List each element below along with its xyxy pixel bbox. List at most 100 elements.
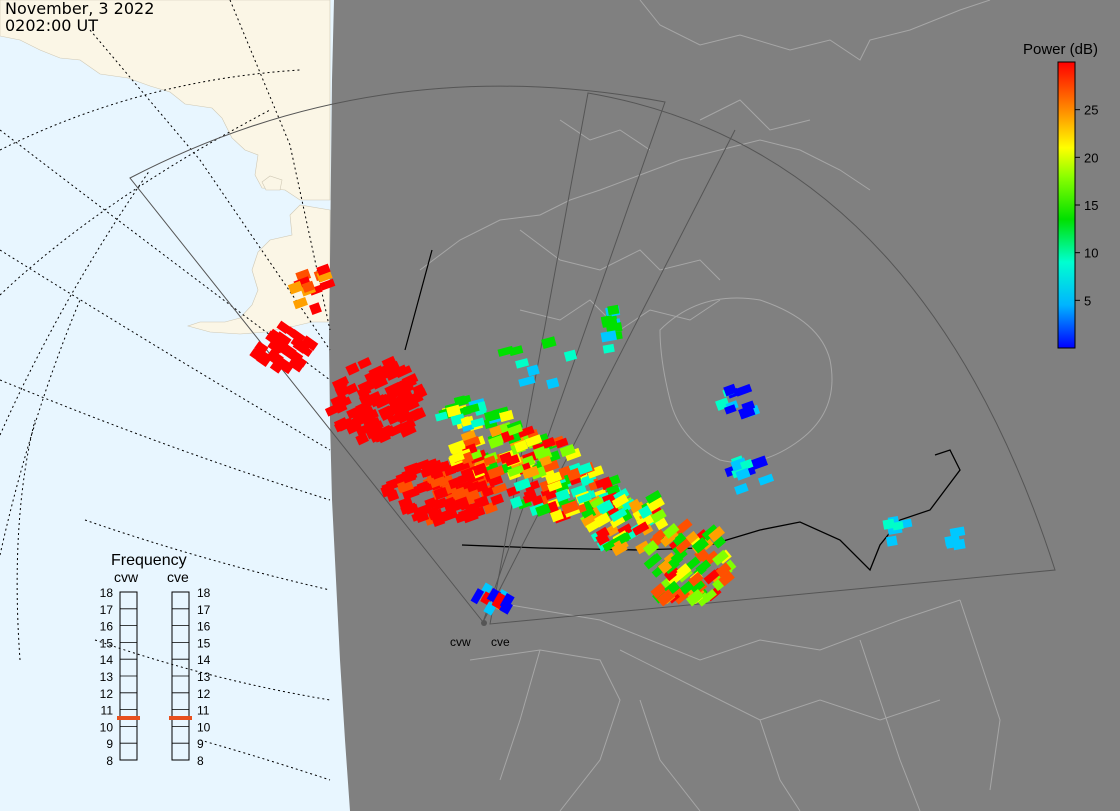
scatter-cell	[287, 280, 304, 295]
scatter-cell	[594, 476, 612, 489]
scatter-cell	[555, 488, 571, 502]
scatter-cell	[741, 400, 756, 412]
scatter-cell	[515, 358, 530, 369]
scatter-cell	[676, 563, 692, 578]
scatter-cell	[539, 455, 552, 467]
scatter-cell	[424, 496, 440, 510]
scatter-cell	[597, 499, 615, 515]
scatter-cell	[267, 349, 284, 364]
colorbar-tick-label: 25	[1084, 103, 1098, 118]
scatter-cell	[518, 375, 536, 387]
scatter-cell	[547, 450, 561, 462]
scatter-cell	[355, 423, 372, 437]
scatter-cell	[654, 516, 669, 531]
colorbar-tick-label: 20	[1084, 150, 1098, 165]
scatter-cell	[381, 355, 397, 369]
scatter-cell	[440, 508, 459, 523]
scatter-cell	[581, 507, 597, 521]
scatter-cell	[952, 538, 966, 551]
scatter-cell	[460, 451, 474, 465]
scatter-cell	[404, 408, 422, 423]
scatter-cell	[600, 330, 617, 343]
scatter-cell	[499, 409, 514, 423]
scatter-cell	[401, 470, 417, 484]
scatter-cell	[649, 508, 667, 524]
scatter-cell	[448, 440, 466, 454]
scatter-cell	[296, 342, 313, 358]
scatter-cell	[691, 536, 709, 554]
frequency-scale-label: 9	[197, 737, 204, 751]
scatter-cell	[723, 383, 738, 397]
radar-fields-of-view	[129, 85, 1056, 625]
scatter-cell	[316, 263, 331, 276]
scatter-cell	[434, 411, 449, 422]
scatter-cell	[383, 360, 400, 374]
scatter-cell	[646, 495, 665, 512]
scatter-cell	[609, 507, 628, 522]
frequency-scale-label: 10	[197, 720, 211, 734]
scatter-cell	[400, 376, 417, 390]
scatter-cell	[561, 500, 580, 515]
scatter-cell	[549, 509, 564, 523]
scatter-cell	[491, 592, 507, 610]
frequency-scale-label: 8	[197, 754, 204, 768]
scatter-cell	[333, 400, 348, 414]
backscatter-cells	[249, 263, 966, 616]
scatter-cell	[555, 437, 569, 449]
scatter-cell	[685, 588, 705, 607]
scatter-cell	[487, 474, 504, 488]
scatter-cell	[628, 498, 643, 513]
scatter-cell	[564, 447, 582, 462]
frequency-scale-label: 10	[100, 720, 114, 734]
scatter-cell	[379, 406, 396, 419]
scatter-cell	[513, 439, 529, 453]
scatter-cell	[470, 588, 485, 605]
date-label: November, 3 2022	[5, 0, 155, 18]
scatter-cell	[524, 480, 541, 492]
scatter-cell	[330, 393, 348, 408]
scatter-cell	[718, 570, 735, 587]
scatter-cell	[345, 382, 359, 395]
scatter-cell	[365, 408, 379, 421]
scatter-cell	[301, 335, 319, 352]
scatter-cell	[484, 409, 501, 423]
scatter-cell	[546, 377, 560, 390]
frequency-scale-label: 13	[100, 670, 114, 684]
scatter-cell	[640, 524, 654, 536]
scatter-cell	[364, 425, 380, 440]
frequency-scale-label: 14	[100, 653, 114, 667]
scatter-cell	[689, 579, 706, 594]
scatter-cell	[289, 350, 304, 364]
scatter-cell	[607, 304, 620, 316]
scatter-cell	[724, 404, 737, 415]
daylight-island	[261, 175, 283, 191]
scatter-cell	[715, 562, 732, 578]
scatter-cell	[473, 495, 490, 509]
scatter-cell	[509, 496, 523, 509]
scatter-cell	[452, 488, 471, 501]
scatter-cell	[499, 592, 515, 610]
colorbar-tick-label: 10	[1084, 246, 1098, 261]
frequency-scale-label: 18	[197, 586, 211, 600]
scatter-cell	[611, 493, 629, 509]
scatter-cell	[301, 280, 316, 293]
colorbar-tick-label: 15	[1084, 198, 1098, 213]
scatter-cell	[734, 383, 753, 397]
scatter-cell	[465, 503, 480, 517]
frequency-scale-label: 11	[197, 704, 210, 718]
scatter-cell	[452, 473, 470, 486]
frequency-marker-cve	[169, 716, 192, 720]
radar-sites: cvw cve	[450, 620, 510, 649]
scatter-cell	[472, 462, 488, 477]
scatter-cell	[421, 463, 437, 478]
frequency-title: Frequency	[111, 552, 187, 569]
scatter-cell	[416, 480, 430, 492]
scatter-cell	[652, 529, 666, 543]
fov-cve	[489, 92, 1056, 625]
scatter-cell	[675, 518, 693, 535]
frequency-scale-label: 18	[100, 586, 114, 600]
scatter-cell	[602, 343, 615, 354]
scatter-cell	[713, 536, 727, 549]
scatter-cell	[395, 391, 413, 405]
cvw-center-beam	[404, 249, 433, 351]
